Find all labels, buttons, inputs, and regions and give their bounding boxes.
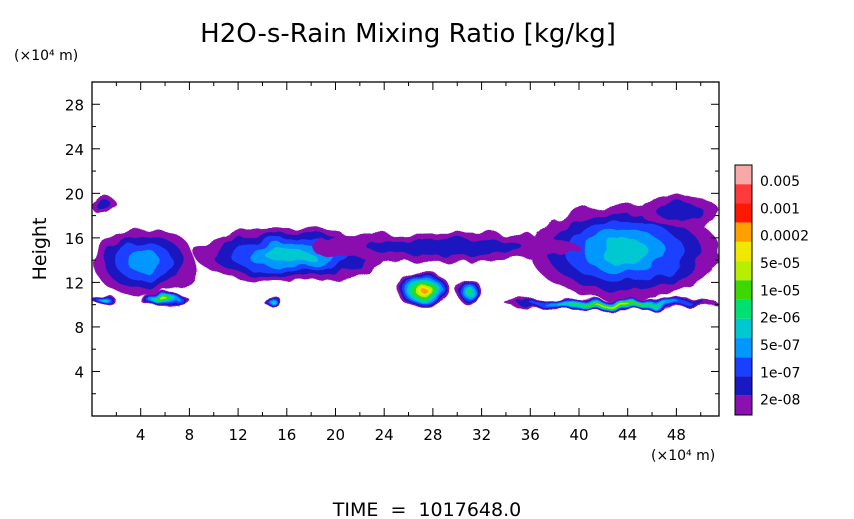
colorbar-label: 0.005 <box>760 174 800 190</box>
contour-level <box>265 248 315 263</box>
region-core-x30 <box>457 279 482 305</box>
field-layer <box>92 195 719 311</box>
x-tick-label: 36 <box>521 426 540 444</box>
contour-level <box>366 238 524 257</box>
colorbar-label: 2e-08 <box>760 393 800 409</box>
colorbar-swatch <box>735 376 752 396</box>
region-core-x28 <box>396 273 452 307</box>
contour-level <box>97 199 112 212</box>
time-footer: TIME = 1017648.0 <box>332 499 521 519</box>
colorbar-label: 0.001 <box>760 201 800 217</box>
colorbar-swatch <box>735 184 752 204</box>
y-axis: 4 8 12 16 20 24 28 <box>65 96 719 395</box>
contour-level <box>594 303 631 306</box>
colorbar-label: 5e-05 <box>760 256 800 272</box>
colorbar-frame <box>734 164 753 416</box>
contour-level <box>600 239 650 265</box>
colorbar-label: 2e-06 <box>760 311 800 327</box>
colorbar-swatch <box>735 165 752 185</box>
colorbar-swatch <box>735 261 752 281</box>
x-tick-label: 8 <box>185 426 195 444</box>
region-cell-x14 <box>262 295 281 305</box>
y-tick-label: 16 <box>65 230 84 248</box>
colorbar-swatch <box>735 241 752 262</box>
colorbar-label: 1e-05 <box>760 283 800 299</box>
colorbar-swatch <box>735 357 752 377</box>
x-tick-label: 24 <box>375 426 394 444</box>
x-tick-label: 28 <box>423 426 442 444</box>
region-cell-x1 <box>92 295 117 305</box>
colorbar: 0.005 0.001 0.0002 5e-05 1e-05 2e-06 5e-07 1e-0… <box>734 164 809 416</box>
region-anvil-thin-layer <box>311 232 579 263</box>
contour-level <box>269 299 274 302</box>
y-tick-label: 12 <box>65 274 84 292</box>
x-unit-label: (×10⁴ m) <box>651 448 715 464</box>
colorbar-swatch <box>735 203 752 223</box>
colorbar-swatch <box>735 395 752 415</box>
x-tick-label: 40 <box>569 426 588 444</box>
region-low-band-east <box>505 297 719 311</box>
contour-level <box>127 250 161 273</box>
region-upper-layer-central <box>195 228 385 283</box>
x-tick-label: 4 <box>136 426 146 444</box>
colorbar-swatch <box>735 280 752 300</box>
region-upper-layer-east <box>530 204 719 300</box>
x-axis: 4 8 12 16 20 24 28 32 36 40 44 48 <box>115 82 702 444</box>
colorbar-swatch <box>735 338 752 358</box>
y-unit-label: (×10⁴ m) <box>14 48 78 64</box>
x-tick-label: 44 <box>618 426 637 444</box>
colorbar-label: 5e-07 <box>760 338 800 354</box>
chart-title: H2O-s-Rain Mixing Ratio [kg/kg] <box>200 19 616 49</box>
x-tick-label: 48 <box>667 426 686 444</box>
y-tick-label: 28 <box>65 96 84 114</box>
y-tick-label: 24 <box>65 141 84 159</box>
x-tick-label: 32 <box>472 426 491 444</box>
y-tick-label: 4 <box>74 363 84 381</box>
x-tick-label: 16 <box>277 426 296 444</box>
colorbar-swatch <box>735 318 752 339</box>
region-cell-x6 <box>140 293 190 307</box>
region-upper-layer-west <box>92 226 196 296</box>
colorbar-label: 0.0002 <box>760 229 809 245</box>
colorbar-swatch <box>735 222 752 242</box>
contour-level <box>101 299 108 302</box>
contour-level <box>466 289 473 295</box>
region-cloud-top-west <box>92 195 117 216</box>
contour-level <box>160 299 170 302</box>
contour-level <box>656 202 703 221</box>
y-tick-label: 20 <box>65 185 84 203</box>
x-tick-label: 20 <box>326 426 345 444</box>
region-cloud-top-east <box>639 195 719 227</box>
contour-level <box>420 287 428 293</box>
colorbar-swatch <box>735 299 752 319</box>
y-tick-label: 8 <box>74 319 84 337</box>
x-tick-label: 12 <box>229 426 248 444</box>
y-axis-label: Height <box>29 218 51 281</box>
colorbar-label: 1e-07 <box>760 365 800 381</box>
plot-frame <box>91 81 720 417</box>
